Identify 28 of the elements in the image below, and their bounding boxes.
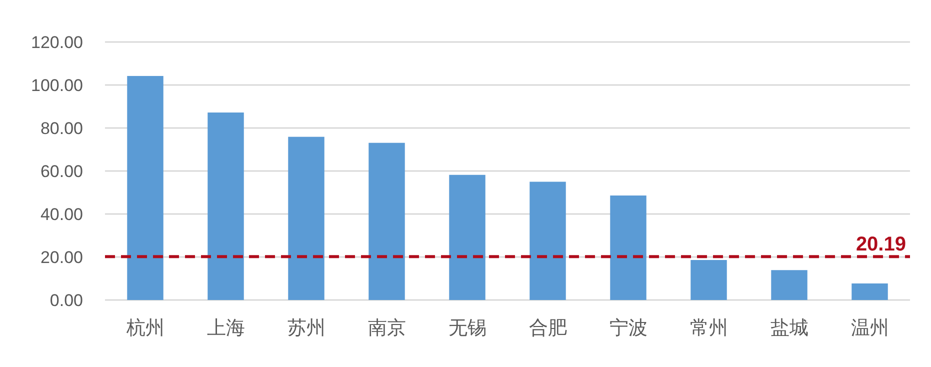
bar (288, 136, 324, 300)
y-tick-label: 0.00 (50, 291, 83, 310)
y-tick-label: 20.00 (40, 248, 83, 267)
bar (771, 270, 808, 300)
x-tick-label: 常州 (690, 318, 728, 339)
y-tick-label: 40.00 (40, 205, 83, 224)
bar (208, 112, 244, 300)
x-tick-label: 盐城 (770, 318, 808, 339)
x-tick-label: 杭州 (125, 318, 164, 339)
ref-line-label: 20.19 (856, 234, 906, 256)
x-tick-label: 宁波 (609, 317, 648, 339)
x-tick-label: 苏州 (287, 318, 326, 339)
bar (530, 182, 566, 300)
x-tick-label: 合肥 (528, 318, 567, 339)
y-tick-label: 80.00 (40, 119, 83, 138)
y-tick-label: 100.00 (31, 76, 83, 95)
x-tick-label: 温州 (850, 318, 889, 339)
bar (852, 283, 888, 300)
bar (610, 196, 646, 300)
bar (449, 174, 486, 300)
bar (690, 260, 727, 300)
y-tick-label: 120.00 (31, 33, 83, 52)
bar (368, 142, 405, 300)
bar (127, 76, 164, 300)
x-tick-label: 无锡 (448, 318, 486, 339)
x-tick-label: 上海 (206, 318, 245, 339)
y-tick-label: 60.00 (40, 162, 83, 181)
x-tick-label: 南京 (368, 317, 406, 339)
